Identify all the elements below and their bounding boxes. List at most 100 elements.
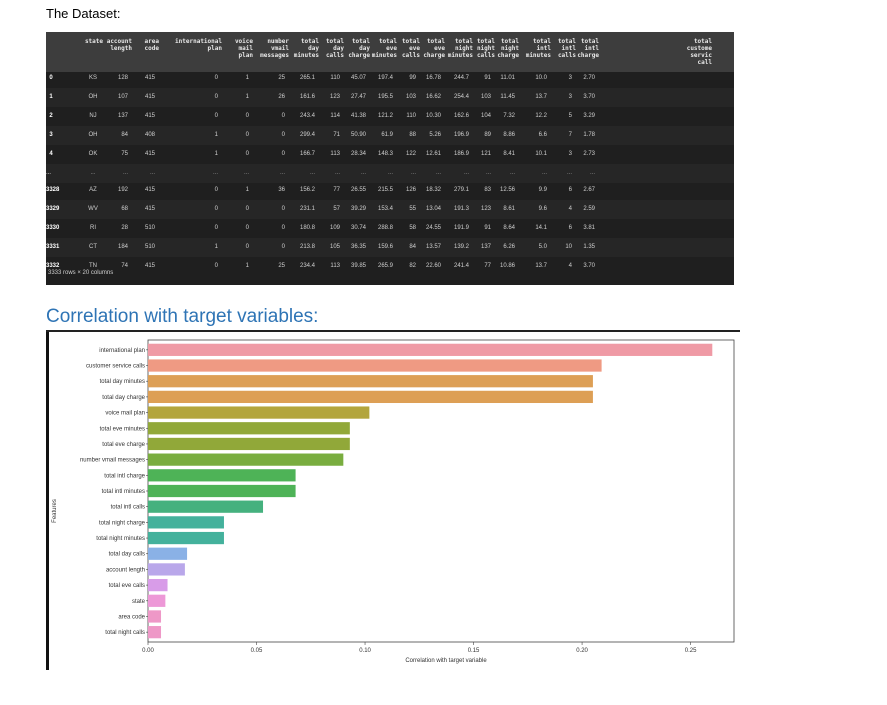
table-cell: 61.9	[381, 132, 393, 138]
table-cell: 122	[405, 151, 416, 157]
table-cell: OH	[88, 132, 98, 138]
table-cell: ...	[309, 170, 315, 176]
table-cell: 25	[278, 75, 285, 81]
table-cell: 11.45	[500, 94, 515, 100]
column-header: number vmail messages	[260, 38, 289, 59]
correlation-bar-chart: international plan customer service calls…	[46, 330, 740, 670]
table-cell: 265.1	[299, 75, 315, 81]
category-label: total intl minutes	[102, 489, 145, 495]
table-cell: 16.78	[425, 75, 441, 81]
table-cell: ...	[485, 170, 491, 176]
table-cell: 3	[568, 75, 572, 81]
table-cell: 1	[214, 151, 218, 157]
table-cell: 6	[568, 187, 572, 193]
table-cell: 0	[281, 225, 285, 231]
category-label: state	[132, 599, 146, 605]
table-cell: 196.9	[453, 132, 469, 138]
bar-6	[148, 437, 350, 451]
table-cell: 13.7	[535, 94, 547, 100]
table-cell: ...	[149, 170, 155, 176]
table-cell: 110	[406, 113, 416, 119]
column-header: state	[84, 38, 103, 45]
bar-11	[148, 516, 224, 529]
table-cell: 279.1	[453, 187, 469, 193]
table-row: ........................................…	[46, 164, 734, 183]
table-cell: 126	[405, 187, 416, 193]
column-header: area code	[144, 38, 159, 52]
table-cell: 156.2	[299, 187, 315, 193]
x-tick-label: 0.20	[576, 648, 588, 654]
table-cell: ...	[463, 170, 469, 176]
table-cell: NJ	[89, 113, 97, 119]
table-cell: 6.6	[538, 132, 547, 138]
bar-8	[148, 469, 296, 482]
bar-1	[148, 359, 602, 372]
table-cell: ...	[122, 170, 128, 176]
table-cell: 12.56	[499, 187, 515, 193]
column-header: total night minutes	[447, 38, 473, 59]
row-index: 3332	[46, 263, 60, 269]
table-cell: 195.5	[377, 94, 393, 100]
table-cell: 45.07	[350, 75, 366, 81]
row-index: 3329	[46, 206, 60, 212]
table-cell: OK	[88, 151, 98, 157]
table-cell: 8.41	[503, 151, 515, 157]
column-header: total intl charge	[577, 38, 599, 59]
bar-18	[148, 626, 162, 639]
category-label: total eve calls	[109, 583, 145, 589]
table-cell: 1	[245, 187, 249, 193]
table-cell: 213.8	[299, 244, 315, 250]
table-cell: 13.04	[425, 206, 441, 212]
bar-0	[148, 343, 713, 356]
table-cell: 0	[245, 132, 249, 138]
table-cell: 89	[484, 132, 491, 138]
category-label: number vmail messages	[80, 458, 145, 464]
x-axis-label: Correlation with target variable	[405, 658, 487, 664]
category-label: total night calls	[105, 630, 145, 636]
row-index: 3328	[46, 187, 60, 193]
table-cell: 28	[121, 225, 128, 231]
x-tick-label: 0.25	[685, 648, 697, 654]
table-cell: 415	[144, 187, 155, 193]
table-cell: 104	[480, 113, 491, 119]
table-cell: 0	[281, 244, 285, 250]
table-cell: 415	[144, 151, 155, 157]
table-cell: 36.35	[350, 244, 366, 250]
category-label: total intl calls	[111, 505, 145, 511]
row-index: 1	[49, 94, 53, 100]
table-cell: 8.86	[503, 132, 515, 138]
table-cell: 83	[484, 187, 491, 193]
table-cell: 12.61	[425, 151, 441, 157]
table-cell: 5	[568, 113, 572, 119]
category-label: total night charge	[99, 520, 146, 526]
table-row: 4 OK 75 415 1 0 0 166.7 113 28.34 148.3 122 12.61 186…	[46, 145, 734, 164]
table-cell: 74	[121, 263, 128, 269]
table-cell: 4	[568, 206, 572, 212]
table-cell: 137	[117, 113, 128, 119]
table-row: 2 NJ 137 415 0 0 0 243.4 114 41.38 121.2 110 10.30 16…	[46, 107, 734, 126]
table-cell: 0	[214, 94, 218, 100]
table-row: 3 OH 84 408 1 0 0 299.4 71 50.90 61.9 88 5.26 196.9 89…	[46, 126, 734, 145]
table-cell: 103	[480, 94, 491, 100]
chart-left-edge	[46, 330, 49, 670]
table-cell: 0	[245, 225, 249, 231]
table-cell: 24.55	[425, 225, 441, 231]
table-cell: 1	[214, 244, 218, 250]
category-label: total day calls	[109, 552, 145, 558]
table-cell: ...	[387, 170, 393, 176]
table-cell: 265.9	[377, 263, 393, 269]
table-cell: 10.0	[535, 75, 547, 81]
table-cell: 5.26	[429, 132, 441, 138]
table-cell: 50.90	[350, 132, 366, 138]
table-cell: 0	[245, 151, 249, 157]
bar-3	[148, 390, 593, 404]
table-cell: ...	[566, 170, 572, 176]
category-label: total night minutes	[96, 536, 145, 542]
table-cell: 6.26	[503, 244, 515, 250]
table-cell: 1	[245, 263, 249, 269]
table-cell: KS	[88, 75, 97, 81]
table-cell: 137	[480, 244, 491, 250]
table-cell: 1	[245, 75, 249, 81]
column-header: total intl calls	[557, 38, 576, 59]
table-cell: 162.6	[453, 113, 469, 119]
